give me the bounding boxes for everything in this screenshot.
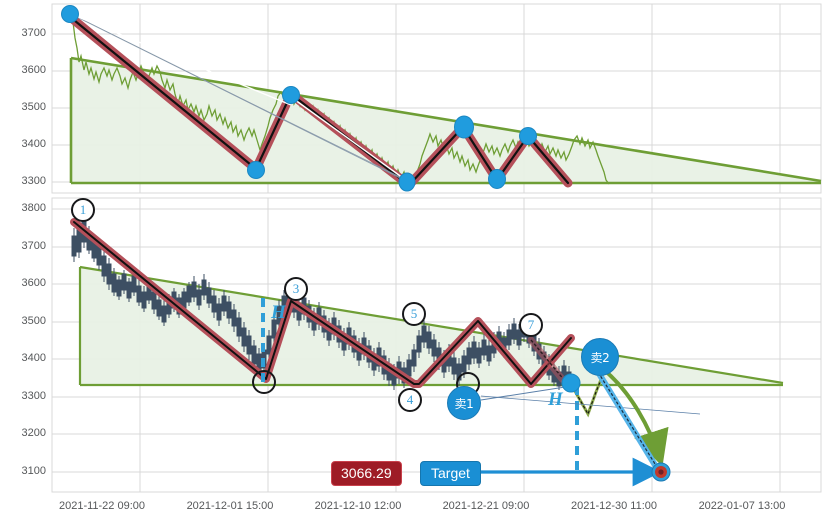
- sell-signal-1-badge[interactable]: 卖1: [447, 386, 481, 420]
- target-bullseye-icon: [651, 462, 671, 482]
- upper-ytick-3300: 3300: [21, 175, 46, 187]
- lower-ytick-3700: 3700: [21, 240, 46, 252]
- target-label-box[interactable]: Target: [420, 461, 481, 486]
- sell1-pointer-2: [480, 395, 701, 415]
- upper-construction-lines: [70, 13, 409, 182]
- lower-ytick-3600: 3600: [21, 277, 46, 289]
- lower-zigzag-fade-core: [530, 339, 566, 382]
- xtick-5: 2022-01-07 13:00: [698, 500, 786, 512]
- wave-marker-2[interactable]: 2: [252, 370, 276, 394]
- upper-ytick-3400: 3400: [21, 138, 46, 150]
- lower-ytick-3400: 3400: [21, 352, 46, 364]
- lower-ytick-3500: 3500: [21, 315, 46, 327]
- xtick-4: 2021-12-30 11:00: [570, 500, 658, 512]
- upper-zigzag-projection: [527, 135, 569, 184]
- lower-zigzag-core: [73, 221, 572, 385]
- upper-node-dots: [61, 5, 537, 192]
- height-label-2: H: [548, 389, 563, 410]
- wave-marker-3[interactable]: 3: [284, 277, 308, 301]
- wave-marker-7[interactable]: 7: [519, 313, 543, 337]
- sell-signal-2-badge[interactable]: 卖2: [581, 338, 619, 376]
- lower-ytick-3300: 3300: [21, 390, 46, 402]
- xtick-0: 2021-11-22 09:00: [58, 500, 146, 512]
- lower-ytick-3800: 3800: [21, 202, 46, 214]
- projection-arrow-green: [601, 367, 669, 467]
- lower-node-dot-8: [561, 373, 581, 393]
- xtick-3: 2021-12-21 09:00: [442, 500, 530, 512]
- lower-ytick-3100: 3100: [21, 465, 46, 477]
- xtick-2: 2021-12-10 12:00: [314, 500, 402, 512]
- xtick-1: 2021-12-01 15:00: [186, 500, 274, 512]
- lower-ytick-3200: 3200: [21, 427, 46, 439]
- candlestick-series: [71, 216, 572, 390]
- wave-marker-1[interactable]: 1: [71, 198, 95, 222]
- upper-ytick-3500: 3500: [21, 101, 46, 113]
- target-price-box[interactable]: 3066.29: [331, 461, 402, 486]
- wave-marker-4[interactable]: 4: [398, 388, 422, 412]
- height-label-1: H: [271, 302, 286, 323]
- wave-marker-5[interactable]: 5: [402, 302, 426, 326]
- upper-ytick-3600: 3600: [21, 64, 46, 76]
- upper-ytick-3700: 3700: [21, 27, 46, 39]
- upper-panel-wedge: [69, 56, 822, 185]
